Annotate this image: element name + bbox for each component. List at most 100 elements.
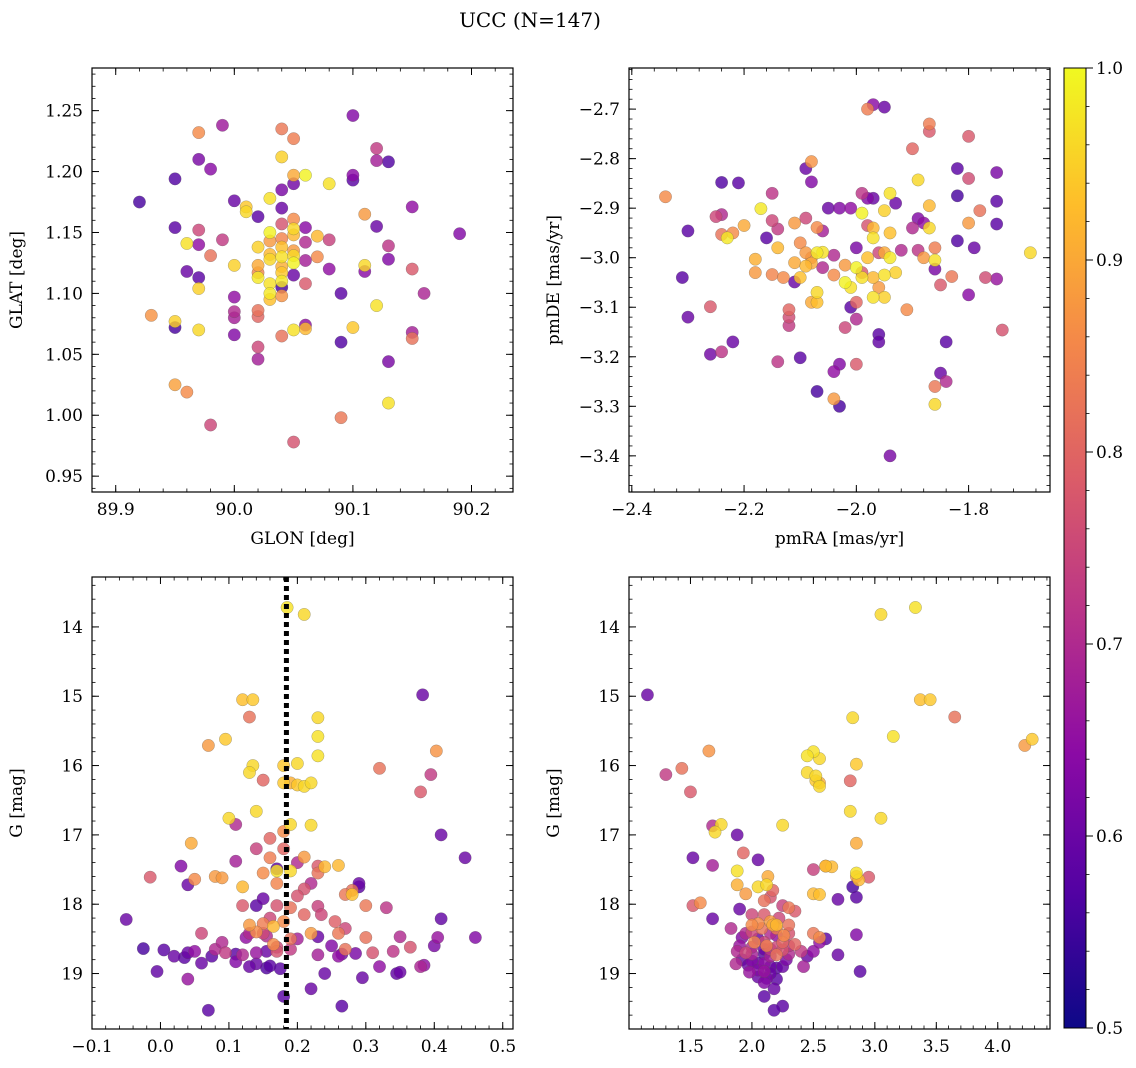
scatter-point (318, 967, 332, 980)
scatter-point (275, 329, 289, 343)
scatter-point (922, 199, 936, 213)
y-tick-label: 16 (61, 757, 83, 777)
scatter-point (760, 878, 774, 892)
scatter-point (771, 241, 785, 255)
scatter-point (287, 168, 301, 182)
x-tick-label: 0.5 (489, 1037, 516, 1057)
scatter-point (805, 155, 818, 169)
scatter-point (878, 204, 891, 218)
scatter-point (314, 908, 328, 922)
scatter-point (788, 256, 801, 270)
scatter-point (939, 335, 953, 349)
scatter-point (850, 836, 863, 850)
scatter-point (393, 965, 407, 979)
scatter-point (849, 261, 863, 275)
scatter-point (928, 380, 942, 393)
scatter-point (229, 854, 243, 868)
scatter-point (850, 866, 863, 880)
y-tick-label: 15 (598, 687, 620, 707)
scatter-point (287, 268, 301, 282)
y-tick-label: 17 (61, 826, 83, 846)
scatter-point (948, 710, 962, 724)
x-tick-label: 0.0 (147, 1037, 174, 1057)
scatter-point (287, 323, 301, 337)
scatter-point (373, 960, 386, 974)
scatter-point (263, 831, 277, 845)
scatter-point (883, 251, 897, 265)
y-tick-label: 1.20 (45, 163, 83, 183)
scatter-point (934, 278, 947, 292)
scatter-point (659, 190, 672, 204)
scatter-point (641, 688, 654, 702)
scatter-point (167, 949, 181, 963)
scatter-point (760, 939, 774, 953)
scatter-point (843, 804, 857, 818)
scatter-point (889, 196, 903, 210)
scatter-point (382, 355, 395, 369)
scatter-point (962, 129, 976, 143)
x-tick-label: 4.0 (984, 1037, 1011, 1057)
scatter-point (745, 918, 759, 932)
scatter-point (216, 233, 229, 247)
scatter-point (417, 287, 431, 300)
scatter-point (249, 804, 263, 818)
scatter-point (813, 888, 826, 901)
scatter-point (906, 142, 919, 156)
scatter-point (346, 168, 360, 182)
scatter-point (263, 226, 277, 239)
scatter-point (866, 271, 880, 284)
scatter-point (659, 768, 673, 781)
scatter-point (256, 866, 270, 880)
scatter-point (853, 965, 867, 978)
scatter-point (322, 233, 336, 247)
scatter-point (939, 375, 953, 388)
scatter-point (192, 238, 206, 252)
scatter-point (434, 828, 448, 842)
scatter-point (724, 922, 738, 935)
y-tick-label: 1.15 (45, 223, 83, 243)
scatter-point (757, 990, 771, 1003)
x-tick-label: 90.2 (453, 500, 491, 520)
scatter-point (906, 221, 919, 235)
scatter-point (739, 946, 753, 960)
scatter-point (838, 321, 852, 334)
scatter-point (962, 216, 976, 230)
scatter-point (174, 859, 188, 873)
scatter-point (334, 411, 348, 425)
scatter-point (318, 860, 332, 874)
scatter-point (287, 256, 301, 270)
scatter-point (370, 154, 384, 167)
scatter-point (263, 287, 277, 300)
scatter-point (168, 172, 182, 186)
scatter-point (310, 250, 324, 264)
scatter-point (236, 899, 250, 913)
scatter-point (251, 271, 265, 284)
scatter-point (322, 262, 336, 276)
scatter-point (287, 222, 301, 236)
scatter-point (249, 946, 263, 960)
scatter-point (703, 347, 717, 361)
scatter-point (346, 109, 360, 122)
y-tick-label: −3.3 (579, 397, 620, 417)
scatter-point (346, 321, 360, 334)
scatter-point (788, 938, 802, 951)
scatter-point (216, 118, 229, 132)
x-tick-label: −0.1 (71, 1037, 112, 1057)
y-tick-label: 19 (598, 965, 620, 985)
scatter-point (831, 892, 845, 906)
scatter-point (765, 268, 779, 281)
scatter-point (227, 290, 241, 304)
scatter-point (850, 757, 863, 771)
scatter-point (192, 152, 206, 166)
scatter-point (922, 221, 936, 235)
scatter-point (831, 948, 845, 962)
x-tick-label: −2.4 (611, 500, 652, 520)
scatter-point (757, 965, 771, 978)
scatter-point (168, 315, 182, 328)
colorbar-tick-label: 0.9 (1096, 251, 1123, 271)
scatter-point (290, 889, 304, 903)
scatter-point (883, 449, 897, 463)
scatter-points (659, 98, 1037, 463)
scatter-point (833, 201, 846, 215)
scatter-point (962, 288, 976, 302)
